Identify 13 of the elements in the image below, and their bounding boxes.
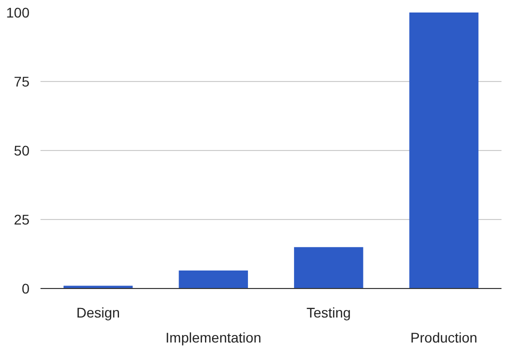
bar bbox=[294, 247, 364, 288]
y-tick-label: 100 bbox=[6, 4, 30, 20]
bar bbox=[178, 270, 248, 288]
x-tick-label: Production bbox=[410, 330, 478, 346]
y-tick-label: 25 bbox=[14, 212, 30, 228]
bar bbox=[64, 286, 133, 288]
y-tick-label: 0 bbox=[22, 280, 30, 296]
y-tick-label: 50 bbox=[14, 142, 30, 158]
x-tick-label: Implementation bbox=[166, 330, 262, 346]
x-tick-label: Testing bbox=[306, 304, 351, 320]
x-tick-label: Design bbox=[76, 304, 120, 320]
y-tick-label: 75 bbox=[14, 74, 30, 90]
bar bbox=[409, 12, 478, 288]
